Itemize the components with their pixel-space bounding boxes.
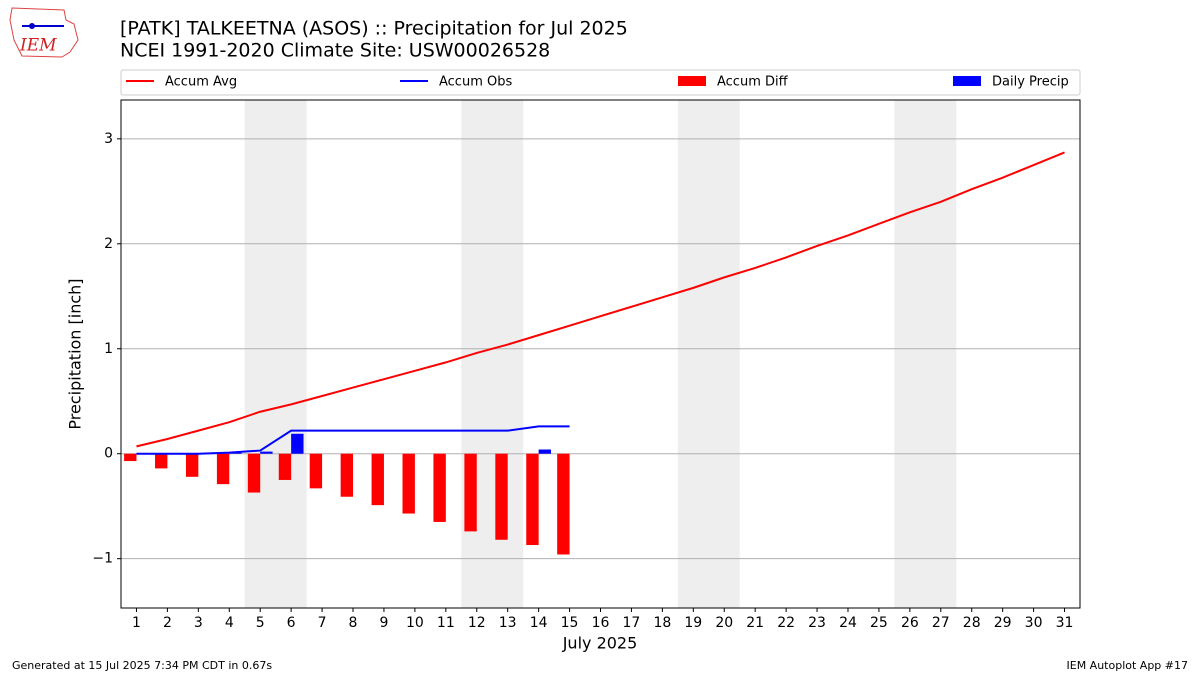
- x-tick-label: 1: [132, 615, 141, 631]
- legend-swatch: [678, 76, 706, 86]
- x-tick-label: 6: [287, 615, 296, 631]
- logo-text: IEM: [19, 36, 57, 56]
- line: [136, 425, 570, 455]
- y-tick-label: 0: [104, 446, 113, 462]
- bar: [278, 453, 292, 480]
- chart-title: [PATK] TALKEETNA (ASOS) :: Precipitation…: [120, 18, 628, 40]
- x-tick-label: 14: [530, 615, 548, 631]
- bar: [155, 453, 168, 469]
- x-tick-label: 22: [777, 615, 795, 631]
- bar: [402, 453, 415, 514]
- x-tick-label: 8: [349, 615, 358, 631]
- logo: IEM: [9, 7, 79, 58]
- bar: [216, 453, 230, 485]
- bar: [371, 453, 384, 506]
- weekend-shade: [244, 100, 307, 608]
- x-tick-label: 3: [194, 615, 203, 631]
- x-tick-label: 16: [592, 615, 610, 631]
- x-tick-label: 10: [406, 615, 424, 631]
- x-tick-label: 27: [932, 615, 950, 631]
- weekend-shade: [677, 100, 740, 608]
- x-tick-label: 18: [653, 615, 671, 631]
- x-tick-label: 19: [684, 615, 702, 631]
- footer-right: IEM Autoplot App #17: [1067, 659, 1189, 672]
- x-tick-label: 12: [468, 615, 486, 631]
- x-tick-label: 11: [437, 615, 455, 631]
- x-tick-label: 31: [1056, 615, 1074, 631]
- legend-label: Accum Diff: [717, 75, 789, 90]
- bar: [557, 453, 570, 555]
- x-tick-label: 21: [746, 615, 764, 631]
- weekend-shade: [894, 100, 957, 608]
- x-tick-label: 15: [561, 615, 579, 631]
- x-tick-label: 24: [839, 615, 857, 631]
- legend-label: Accum Obs: [439, 75, 512, 90]
- bar: [309, 453, 323, 489]
- bar: [495, 453, 508, 540]
- legend-swatch: [953, 76, 981, 86]
- x-tick-label: 23: [808, 615, 826, 631]
- bar: [185, 453, 199, 477]
- logo-dot: [29, 23, 35, 29]
- x-tick-label: 9: [379, 615, 388, 631]
- x-tick-label: 2: [163, 615, 172, 631]
- x-tick-label: 30: [1025, 615, 1043, 631]
- bar: [291, 433, 304, 454]
- legend-label: Accum Avg: [165, 75, 237, 90]
- bar: [464, 453, 477, 532]
- bar: [526, 453, 539, 546]
- x-tick-label: 20: [715, 615, 733, 631]
- y-tick-label: −1: [92, 551, 113, 567]
- footer-left: Generated at 15 Jul 2025 7:34 PM CDT in …: [12, 659, 272, 672]
- x-tick-label: 26: [901, 615, 919, 631]
- bar: [433, 453, 446, 522]
- x-tick-label: 28: [963, 615, 981, 631]
- y-tick-label: 3: [104, 131, 113, 147]
- bar: [124, 453, 137, 462]
- x-tick-label: 7: [318, 615, 327, 631]
- x-tick-label: 25: [870, 615, 888, 631]
- x-axis-label: July 2025: [562, 634, 638, 653]
- y-tick-label: 1: [104, 341, 113, 357]
- x-tick-label: 17: [623, 615, 641, 631]
- line: [136, 151, 1065, 448]
- bar: [260, 451, 273, 454]
- bar: [247, 453, 261, 493]
- x-tick-label: 5: [256, 615, 265, 631]
- y-tick-label: 2: [104, 236, 113, 252]
- x-tick-label: 29: [994, 615, 1012, 631]
- bar: [340, 453, 354, 497]
- y-axis-label: Precipitation [inch]: [66, 278, 85, 429]
- bar: [538, 449, 552, 454]
- logo-outline: [9, 7, 79, 58]
- chart-subtitle: NCEI 1991-2020 Climate Site: USW00026528: [120, 40, 550, 62]
- plot-frame: [120, 99, 1081, 609]
- legend-box: [120, 69, 1081, 96]
- legend-label: Daily Precip: [992, 75, 1069, 90]
- x-tick-label: 4: [225, 615, 234, 631]
- x-tick-label: 13: [499, 615, 517, 631]
